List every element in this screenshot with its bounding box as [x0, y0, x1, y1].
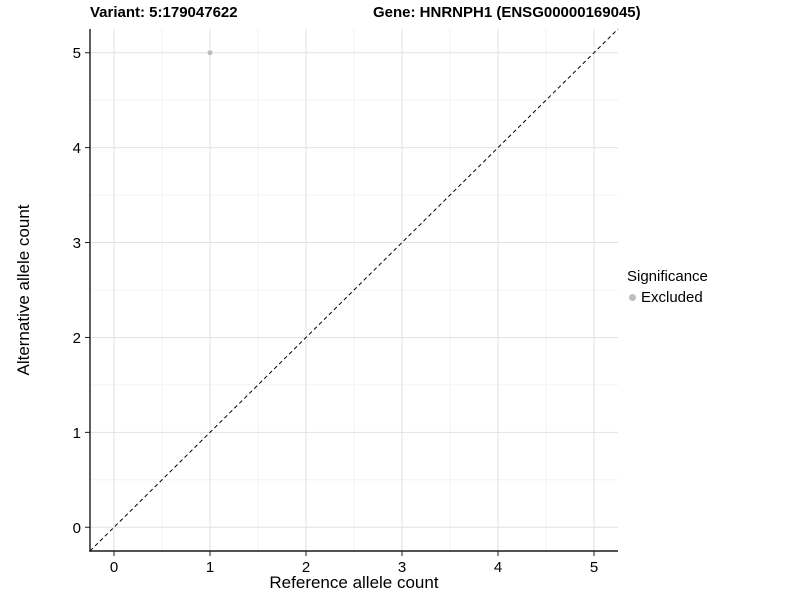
identity-line [89, 28, 619, 552]
y-tick-label: 3 [73, 235, 81, 252]
plot-title-gene: Gene: HNRNPH1 (ENSG00000169045) [373, 4, 641, 21]
x-tick-label: 1 [206, 559, 214, 576]
x-tick-label: 4 [494, 559, 502, 576]
x-tick-label: 0 [110, 559, 118, 576]
y-tick-label: 4 [73, 140, 81, 157]
y-tick-label: 5 [73, 45, 81, 62]
legend-title: Significance [627, 268, 708, 285]
data-point [207, 50, 213, 56]
legend-item-excluded: Excluded [627, 289, 708, 306]
legend: Significance Excluded [627, 268, 708, 306]
plot-title-variant: Variant: 5:179047622 [90, 4, 238, 21]
x-axis-title: Reference allele count [269, 573, 439, 592]
y-axis-title-text: Alternative allele count [14, 204, 33, 376]
y-tick-label: 2 [73, 330, 81, 347]
legend-marker-icon [629, 294, 636, 301]
y-tick-label: 1 [73, 425, 81, 442]
x-tick-label: 2 [302, 559, 310, 576]
x-tick-label: 3 [398, 559, 406, 576]
x-tick-label: 5 [590, 559, 598, 576]
legend-item-label: Excluded [641, 289, 703, 306]
y-tick-label: 0 [73, 520, 81, 537]
